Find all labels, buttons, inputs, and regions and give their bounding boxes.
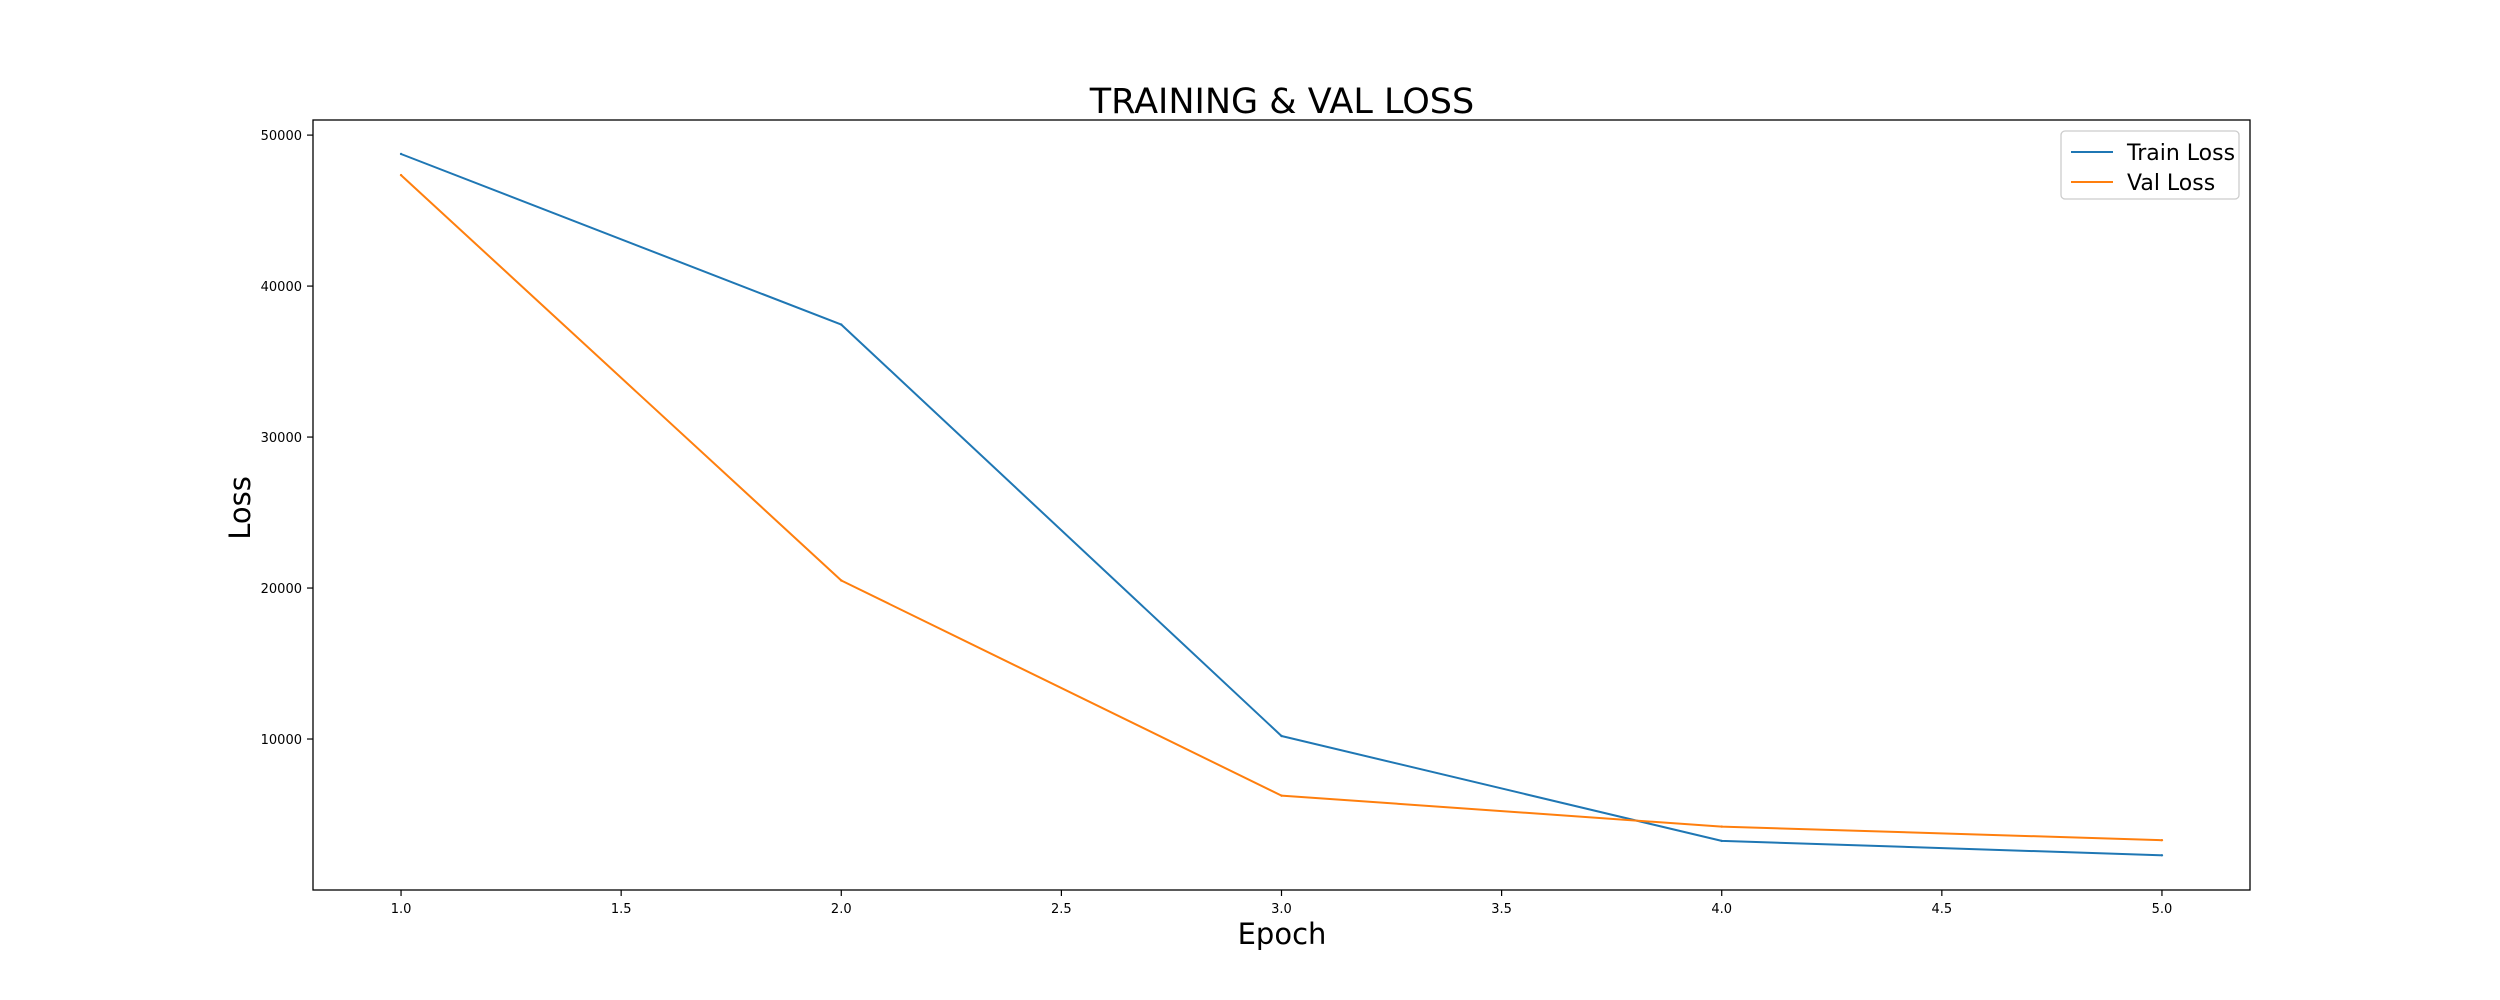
y-axis-label: Loss [223,476,257,540]
chart-title: TRAINING & VAL LOSS [1089,82,1474,122]
legend-label-train-loss: Train Loss [2126,141,2235,166]
y-tick-label: 20000 [261,582,302,597]
data-point-train-loss [399,152,403,156]
data-point-val-loss [399,173,403,177]
x-tick-label: 1.0 [391,902,412,917]
y-tick-label: 10000 [261,733,302,748]
x-tick-label: 3.0 [1271,902,1292,917]
x-tick-label: 3.5 [1491,902,1512,917]
x-tick-label: 5.0 [2152,902,2173,917]
y-tick-label: 40000 [261,280,302,295]
x-axis-label: Epoch [1238,917,1327,951]
x-tick-label: 4.5 [1931,902,1952,917]
data-point-val-loss [2160,838,2164,842]
legend-label-val-loss: Val Loss [2127,171,2215,196]
x-tick-label: 1.5 [611,902,632,917]
data-point-val-loss [840,579,843,582]
series-line-val-loss [400,174,2163,842]
data-point-train-loss [1280,734,1283,738]
x-tick-label: 2.5 [1051,902,1072,917]
data-point-val-loss [1720,825,1723,828]
y-tick-label: 30000 [261,431,302,446]
legend: Train Loss Val Loss [2060,130,2240,200]
y-tick-label: 50000 [261,129,302,144]
plot-frame [312,119,2251,891]
series-line-train-loss [400,153,2163,857]
data-point-train-loss [2160,854,2164,857]
data-point-val-loss [1280,794,1283,797]
x-tick-label: 2.0 [831,902,852,917]
data-point-train-loss [840,323,843,326]
x-tick-label: 4.0 [1711,902,1732,917]
data-point-train-loss [1720,839,1723,843]
